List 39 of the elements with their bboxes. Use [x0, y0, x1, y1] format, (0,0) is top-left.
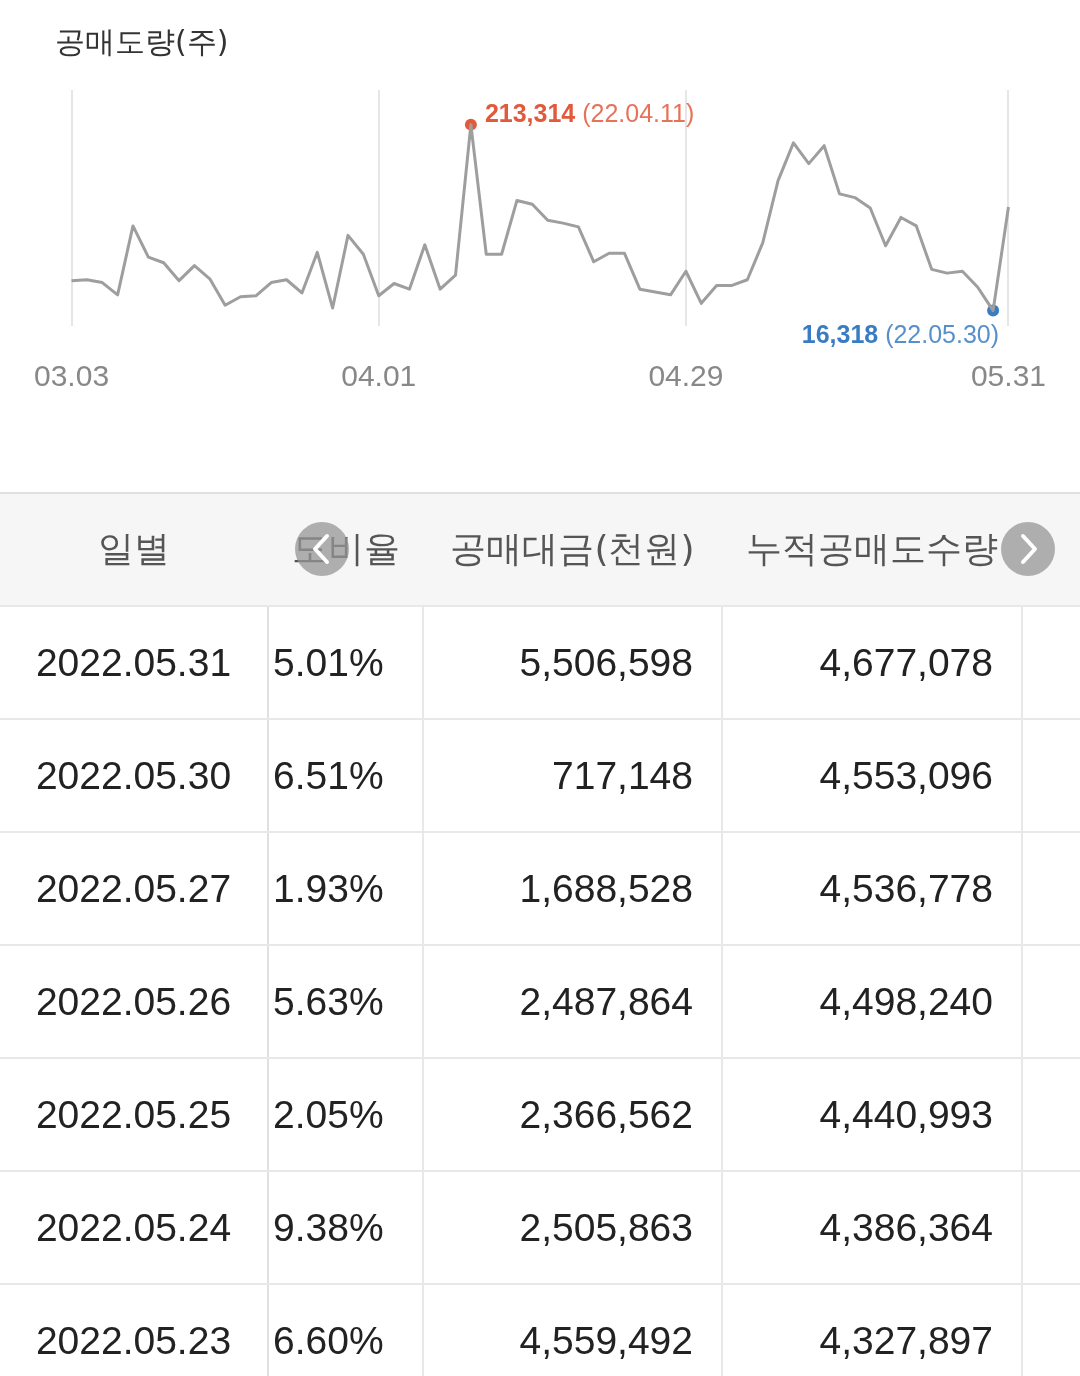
text: 6.60% [268, 1284, 423, 1376]
text: 2022.05.30 [0, 719, 268, 832]
text: 5.01% [268, 606, 423, 719]
text: 2022.05.23 [0, 1284, 268, 1376]
text: 4,559,492 [423, 1284, 722, 1376]
text: 2022.05.27 [0, 832, 268, 945]
text: 4,553,096 [722, 719, 1022, 832]
y-axis-title: 공매도량(주) [55, 23, 229, 61]
data-label: 16,318 (22.05.30) [801, 319, 1000, 348]
text: 4,536,778 [722, 832, 1022, 945]
text: 4,386,364 [722, 1171, 1022, 1284]
category-label: 누적공매도수량 [722, 493, 1022, 606]
x-tick-label: 03.03 [34, 359, 110, 393]
text: 2,366,562 [423, 1058, 722, 1171]
text: 2,505,863 [423, 1171, 722, 1284]
category-label: 도비율 [268, 493, 423, 606]
text: 1,688,528 [423, 832, 722, 945]
text: 4,498,240 [722, 945, 1022, 1058]
text: 9.38% [268, 1171, 423, 1284]
text: 5,506,598 [423, 606, 722, 719]
text: 2022.05.24 [0, 1171, 268, 1284]
text: 4,327,897 [722, 1284, 1022, 1376]
text: 2022.05.25 [0, 1058, 268, 1171]
category-label: 일별 [0, 493, 268, 606]
text: 2.05% [268, 1058, 423, 1171]
text: 2,487,864 [423, 945, 722, 1058]
text: 5.63% [268, 945, 423, 1058]
x-tick-label: 05.31 [970, 359, 1046, 393]
text: 4,677,078 [722, 606, 1022, 719]
text: 6.51% [268, 719, 423, 832]
x-tick-label: 04.01 [341, 359, 417, 393]
text: 2022.05.26 [0, 945, 268, 1058]
text: 717,148 [423, 719, 722, 832]
text: 2022.05.31 [0, 606, 268, 719]
category-label: 공매대금(천원) [423, 493, 722, 606]
text: 1.93% [268, 832, 423, 945]
data-label: 213,314 (22.04.11) [484, 98, 695, 127]
x-tick-label: 04.29 [648, 359, 724, 393]
text: 4,440,993 [722, 1058, 1022, 1171]
